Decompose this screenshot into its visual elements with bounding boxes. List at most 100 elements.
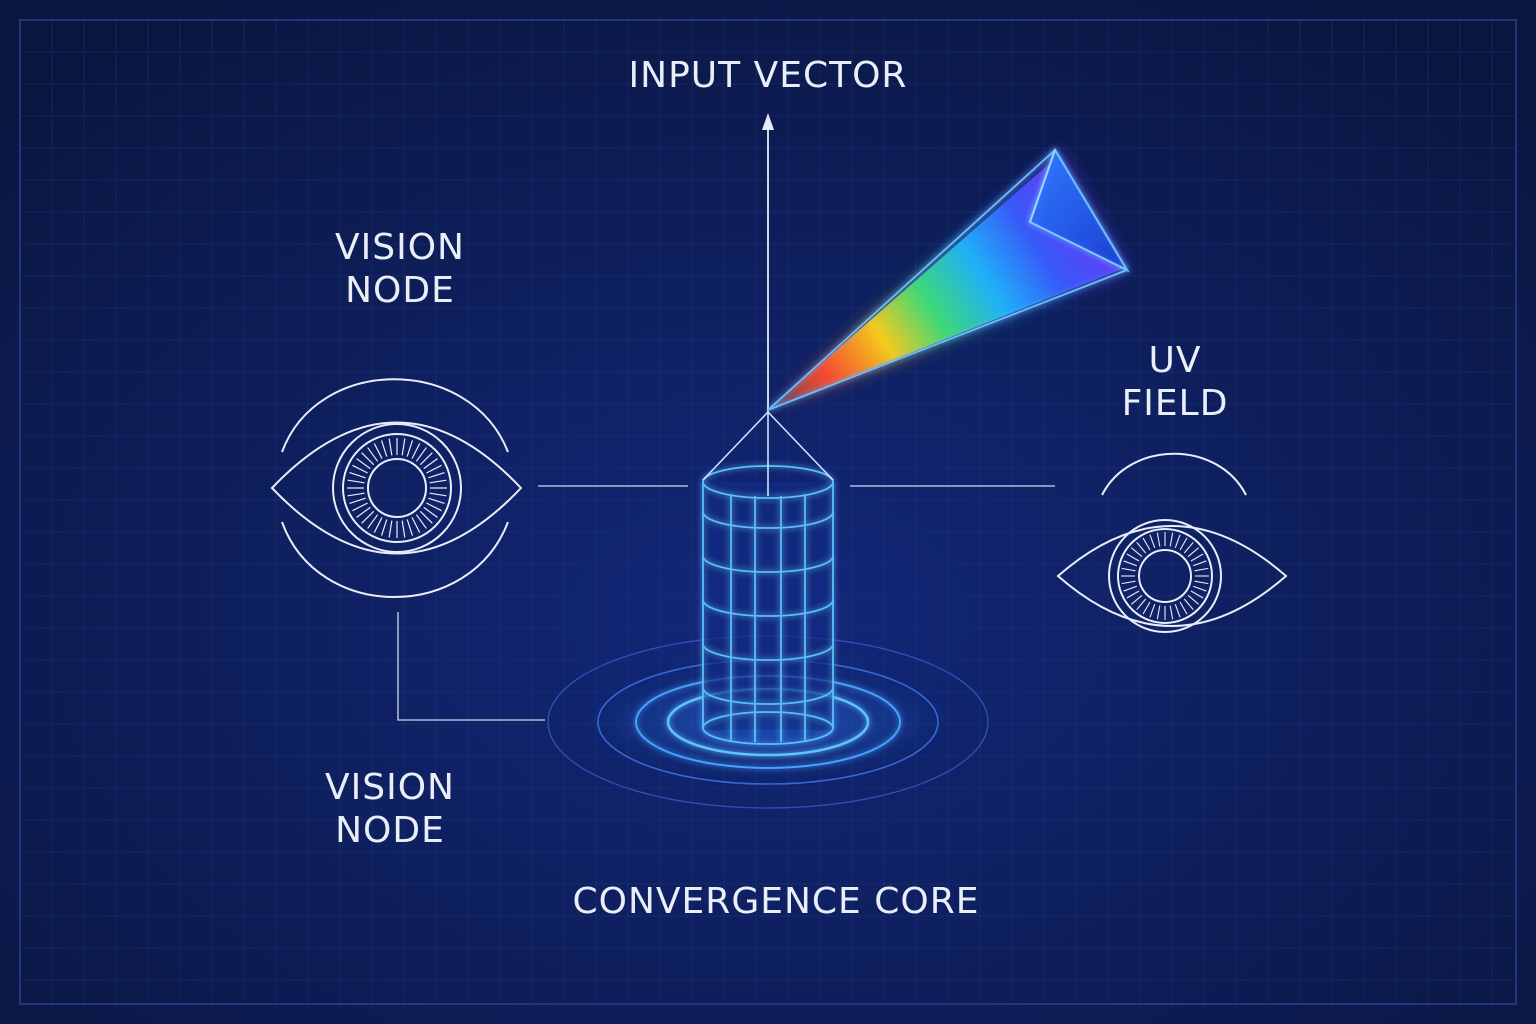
prism-outline	[767, 148, 1129, 411]
iris-ray	[401, 520, 406, 538]
iris-ray	[1121, 567, 1136, 572]
iris-ray	[347, 479, 365, 484]
input-vector-arrowhead	[762, 113, 774, 130]
cone-edge-left	[702, 411, 769, 481]
iris-ray	[1126, 590, 1140, 599]
frame-border	[19, 19, 1517, 1005]
input-vector-label: INPUT VECTOR	[628, 55, 908, 96]
iris-ray	[426, 464, 442, 474]
iris-ray	[426, 502, 442, 512]
iris-ray	[1183, 541, 1194, 554]
eye-arc-top-left	[281, 378, 509, 453]
cylinder-band	[702, 599, 834, 617]
cylinder-bottom	[702, 711, 834, 745]
iris-ray	[373, 443, 383, 459]
iris-inner-left	[342, 433, 452, 543]
iris-ray	[1179, 537, 1188, 551]
iris-rays-right	[1121, 532, 1209, 620]
iris-ray	[429, 492, 447, 497]
iris-ray	[380, 519, 388, 536]
iris-ray	[380, 440, 388, 457]
iris-ray	[352, 502, 368, 512]
cylinder-band	[702, 555, 834, 573]
vision-node-label-top-line1: VISION	[335, 227, 465, 268]
iris-ray	[356, 458, 371, 470]
iris-ray	[1194, 567, 1209, 572]
uv-field-label-line2: FIELD	[1121, 383, 1229, 424]
iris-ray	[1183, 598, 1194, 611]
cylinder-ribs	[730, 496, 806, 742]
iris-ray	[1136, 598, 1147, 611]
vision-node-label-bottom-line2: NODE	[335, 810, 445, 851]
uv-field-label: UV FIELD	[1025, 339, 1325, 425]
cylinder-band	[702, 687, 834, 705]
iris-ray	[1187, 594, 1200, 605]
pupil-right	[1138, 549, 1192, 603]
iris-ray	[367, 514, 379, 529]
iris-ray	[1187, 547, 1200, 558]
eye-arc-bottom-left	[281, 521, 509, 598]
iris-ray	[1142, 601, 1151, 615]
iris-ray	[356, 506, 371, 518]
connector-lines	[397, 485, 1055, 721]
iris-ray	[349, 497, 366, 505]
iris-outer-left	[332, 423, 462, 553]
iris-ray	[428, 497, 445, 505]
iris-ray	[1190, 553, 1204, 562]
iris-ray	[1174, 604, 1181, 618]
iris-ray	[1130, 547, 1143, 558]
iris-ray	[388, 438, 393, 456]
iris-inner-right	[1117, 528, 1213, 624]
iris-ray	[423, 458, 438, 470]
vision-node-label-top: VISION NODE	[250, 226, 550, 312]
vision-node-label-bottom-line1: VISION	[325, 767, 455, 808]
iris-ray	[352, 464, 368, 474]
eye-icon	[1056, 452, 1288, 633]
iris-ray	[429, 479, 447, 484]
iris-ray	[1121, 580, 1136, 585]
cylinder-bands	[702, 511, 834, 705]
iris-ray	[415, 447, 427, 462]
arrow-up-icon	[762, 113, 774, 412]
iris-ray	[349, 471, 366, 479]
iris-ray	[419, 510, 433, 524]
iris-ray	[1169, 532, 1174, 547]
iris-ray	[1174, 534, 1181, 548]
eye-brow-arc-right	[1101, 452, 1247, 496]
iris-ray	[1156, 605, 1161, 620]
iris-ray	[411, 443, 421, 459]
iris-ray	[1179, 601, 1188, 615]
eye-outline-left	[270, 421, 523, 555]
iris-ray	[361, 452, 375, 466]
vision-node-label-bottom: VISION NODE	[240, 766, 540, 852]
iris-ray	[1149, 604, 1156, 618]
iris-ray	[1149, 534, 1156, 548]
uv-field-label-line1: UV	[1148, 340, 1202, 381]
iris-ray	[388, 520, 393, 538]
cylinder-band	[702, 643, 834, 661]
iris-ray	[428, 471, 445, 479]
iris-ray	[401, 438, 406, 456]
iris-ray	[1156, 532, 1161, 547]
iris-ray	[367, 447, 379, 462]
iris-ray	[1194, 580, 1209, 585]
vision-node-label-top-line2: NODE	[345, 270, 455, 311]
convergence-core-label: CONVERGENCE CORE	[572, 881, 980, 922]
pupil-left	[367, 458, 427, 518]
iris-ray	[347, 492, 365, 497]
iris-ray	[406, 519, 414, 536]
eye-icon	[270, 378, 523, 598]
prism-icon	[767, 147, 1130, 411]
connector-lower-left	[397, 612, 545, 721]
iris-ray	[411, 517, 421, 533]
iris-ray	[419, 452, 433, 466]
background-grid	[19, 19, 1516, 1004]
iris-ray	[1169, 605, 1174, 620]
iris-ray	[1142, 537, 1151, 551]
cylinder-core-icon	[702, 465, 834, 745]
cylinder-band	[702, 511, 834, 529]
iris-rays-left	[347, 438, 447, 538]
cone-edge-right	[767, 411, 834, 481]
